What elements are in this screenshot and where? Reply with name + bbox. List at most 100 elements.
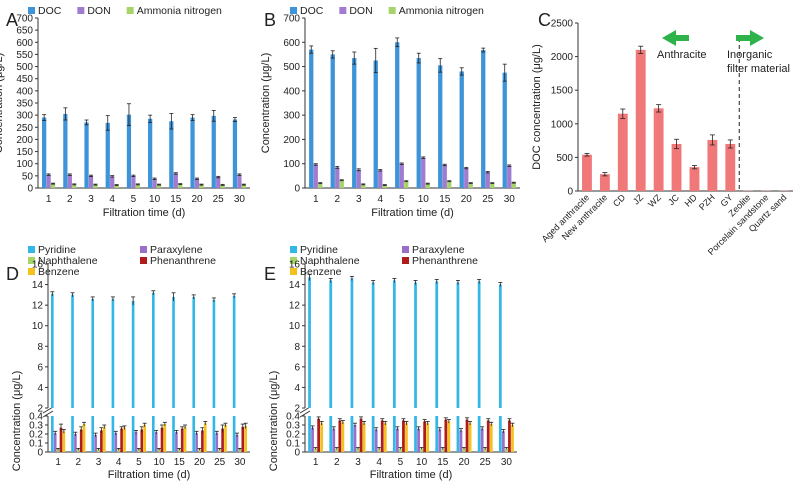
- bar-pzh: [707, 139, 718, 191]
- bar-doc: [459, 71, 464, 188]
- y-tick-label: 650: [16, 26, 33, 37]
- bar-paraxylene: [501, 431, 505, 452]
- y-axis-title: DOC concentration (μg/L): [531, 44, 543, 170]
- x-tick-label: 3: [355, 457, 361, 468]
- bar-phenanthrene: [508, 420, 511, 452]
- legend-label-phenanthrene: Phenanthrene: [150, 255, 216, 267]
- panel-c: C Anthracite Inorganic filter material 0…: [531, 10, 793, 257]
- x-tick-label: 3: [88, 194, 94, 205]
- bar-pyridine: [51, 293, 54, 408]
- bar-ammonia-nitrogen: [178, 184, 183, 188]
- y-tick-label: 1500: [551, 86, 574, 97]
- x-tick-label: 3: [356, 194, 362, 205]
- x-tick-label: 30: [501, 457, 513, 468]
- bar-naphthalene: [356, 448, 360, 452]
- bar-new-anthracite: [599, 174, 610, 191]
- bar-paraxylene: [438, 429, 442, 452]
- bar-pyridine-lower: [152, 416, 155, 452]
- bar-benzene: [426, 423, 430, 452]
- y-tick-label: 1000: [551, 119, 574, 130]
- x-tick-label: 4: [116, 457, 122, 468]
- bar-benzene: [511, 425, 514, 452]
- bar-ammonia-nitrogen: [50, 183, 56, 188]
- y-tick-label: 8: [294, 342, 300, 353]
- bar-pyridine: [232, 295, 236, 408]
- legend-swatch-pyridine: [28, 246, 35, 253]
- x-tick-label: 20: [194, 457, 206, 468]
- bar-pyridine: [71, 294, 74, 408]
- bar-phenanthrene: [241, 426, 245, 452]
- bar-doc: [232, 119, 238, 188]
- bar-benzene: [362, 423, 366, 452]
- bar-don: [507, 165, 512, 188]
- y-tick-label: 300: [16, 111, 33, 122]
- bar-pyridine: [371, 282, 375, 408]
- y-tick-label: 4: [294, 383, 300, 394]
- bar-ammonia-nitrogen: [490, 183, 495, 188]
- y-tick-label: 14: [32, 280, 44, 291]
- bar-ammonia-nitrogen: [361, 184, 366, 188]
- x-tick-label: 5: [398, 457, 404, 468]
- x-tick-label: 20: [191, 194, 203, 205]
- bar-naphthalene: [399, 448, 402, 452]
- legend-swatch-naphthalene: [290, 257, 297, 264]
- bar-benzene: [183, 426, 187, 452]
- bar-don: [378, 170, 383, 188]
- bar-pyridine-lower: [308, 416, 311, 452]
- legend-swatch-pyridine: [290, 246, 297, 253]
- y-tick-label: 0.3: [286, 421, 300, 432]
- y-tick-label: 200: [16, 135, 33, 146]
- y-tick-label: 10: [32, 321, 44, 332]
- bar-phenanthrene: [79, 429, 83, 452]
- bar-phenanthrene: [338, 420, 342, 452]
- bar-pyridine: [152, 292, 155, 408]
- bar-pyridine-lower: [392, 416, 396, 452]
- x-tick-label: 5: [131, 194, 137, 205]
- bar-doc: [395, 42, 400, 189]
- bar-jc: [671, 143, 682, 191]
- x-tick-label: 30: [234, 194, 246, 205]
- legend-swatch-ammonia-nitrogen: [388, 7, 396, 14]
- x-tick-label: 10: [418, 194, 430, 205]
- legend-swatch-paraxylene: [140, 246, 147, 253]
- bar-ammonia-nitrogen: [339, 180, 344, 188]
- y-tick-label: 500: [283, 62, 300, 73]
- y-tick-label: 400: [16, 86, 33, 97]
- bar-pyridine-lower: [131, 416, 135, 452]
- bar-benzene: [123, 427, 126, 452]
- y-tick-label: 0.2: [286, 430, 300, 441]
- y-tick-label: 16: [32, 260, 44, 271]
- bar-pyridine: [435, 281, 439, 408]
- y-tick-label: 500: [16, 62, 33, 73]
- bar-doc: [373, 60, 378, 188]
- bar-doc: [330, 54, 335, 188]
- bar-don: [110, 176, 115, 188]
- bar-don: [442, 164, 447, 188]
- bar-paraxylene: [480, 428, 484, 452]
- bar-paraxylene: [195, 433, 198, 452]
- legend-swatch-phenanthrene: [402, 257, 409, 264]
- y-tick-label: 150: [16, 147, 33, 158]
- x-tick-label: 30: [234, 457, 246, 468]
- y-tick-label: 600: [283, 38, 300, 49]
- bar-paraxylene: [332, 428, 336, 452]
- bar-pyridine: [192, 296, 196, 408]
- bar-pyridine: [498, 284, 502, 408]
- x-tick-label: 4: [377, 194, 383, 205]
- x-tick-label: 4: [109, 194, 115, 205]
- bar-ammonia-nitrogen: [72, 184, 77, 188]
- bar-jz: [635, 49, 646, 191]
- bar-pyridine-lower: [71, 416, 74, 452]
- legend-label-ammonia-nitrogen: Ammonia nitrogen: [399, 5, 484, 17]
- y-tick-label: 100: [16, 159, 33, 170]
- legend-e: Pyridine Paraxylene Naphthalene Phenanthren…: [290, 244, 478, 278]
- bar-ammonia-nitrogen: [404, 181, 409, 188]
- bar-pyridine-lower: [232, 416, 236, 452]
- bar-phenanthrene: [402, 420, 405, 452]
- x-tick-label: 2: [76, 457, 82, 468]
- y-tick-label: 0.4: [29, 412, 43, 423]
- bar-pyridine-lower: [456, 416, 460, 452]
- bar-doc: [42, 117, 47, 188]
